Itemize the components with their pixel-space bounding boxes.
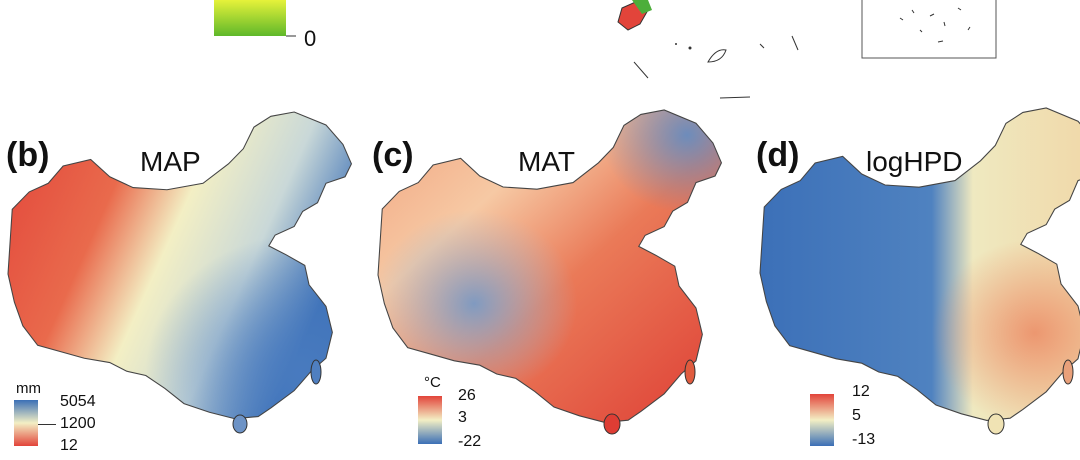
inset-map-box bbox=[861, 0, 997, 59]
panel-title-d: logHPD bbox=[866, 146, 963, 177]
panel-title-b: MAP bbox=[140, 146, 201, 177]
legend-tick-d-top: 12 bbox=[852, 383, 870, 400]
taiwan-b bbox=[310, 359, 322, 385]
legend-mid-mark-b bbox=[38, 424, 56, 425]
legend-tick-c-mid: 3 bbox=[458, 409, 467, 426]
panel-letter-b: (b) bbox=[6, 136, 50, 174]
taiwan-c bbox=[684, 359, 696, 385]
hainan-c bbox=[603, 413, 621, 435]
panel-letter-d: (d) bbox=[756, 136, 800, 174]
legend-tick-b-mid: 1200 bbox=[60, 415, 96, 432]
top-map-fragment bbox=[617, 0, 799, 99]
hainan-b bbox=[232, 414, 248, 434]
legend-tick-d-bottom: -13 bbox=[852, 431, 876, 448]
legend-tick-b-top: 5054 bbox=[60, 393, 96, 410]
legend-tick-c-top: 26 bbox=[458, 387, 476, 404]
panel-title-c: MAT bbox=[518, 146, 576, 177]
legend-tick-b-bottom: 12 bbox=[60, 437, 78, 454]
taiwan-d bbox=[1062, 359, 1074, 385]
legend-unit-c: °C bbox=[424, 374, 441, 391]
legend-unit-b: mm bbox=[16, 380, 41, 397]
top-legend-zero-label: 0 bbox=[304, 26, 317, 51]
top-legend-bar bbox=[214, 0, 286, 36]
legend-bar-d bbox=[810, 394, 834, 446]
legend-bar-c bbox=[418, 396, 442, 444]
legend-tick-d-mid: 5 bbox=[852, 407, 861, 424]
panel-letter-c: (c) bbox=[372, 136, 414, 174]
legend-bar-b bbox=[14, 400, 38, 446]
hainan-d bbox=[987, 413, 1005, 435]
legend-tick-c-bottom: -22 bbox=[458, 433, 482, 450]
